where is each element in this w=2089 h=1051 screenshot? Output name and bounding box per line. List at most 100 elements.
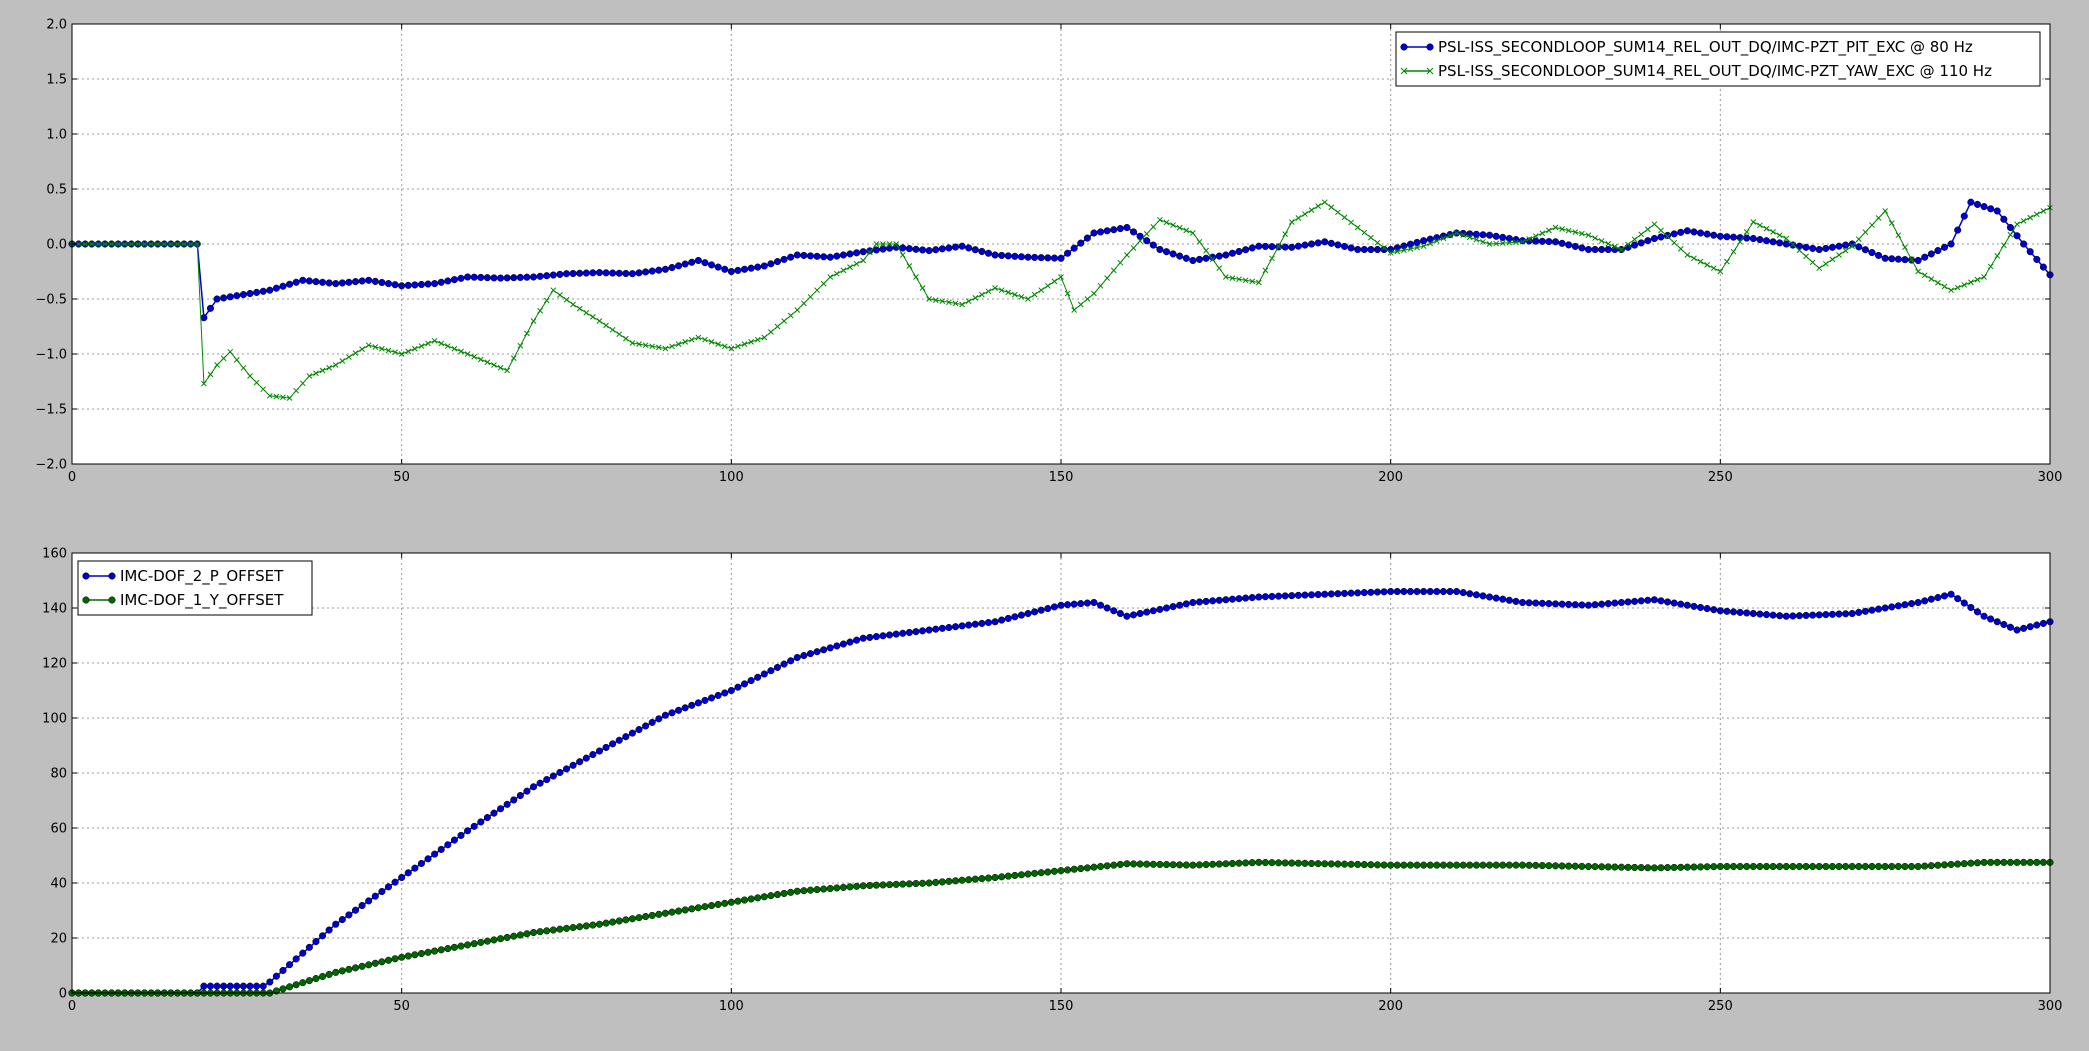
data-point [239,291,247,299]
data-point [1011,291,1018,298]
data-point [1868,862,1876,871]
data-point [800,887,808,895]
y-tick-label: 0 [59,987,67,1002]
data-point [1763,225,1770,232]
data-point [1822,862,1830,871]
data-point [1459,589,1467,597]
data-point [609,740,617,748]
data-point [1374,239,1381,246]
data-point [1703,605,1711,613]
data-point [1037,869,1045,877]
data-point [392,349,398,356]
data-point [305,977,313,985]
data-point [1538,237,1546,245]
data-point [655,715,663,723]
data-point [971,246,979,254]
data-point [622,269,630,278]
data-point [1387,245,1395,254]
data-point [1525,599,1533,607]
data-point [701,696,709,704]
data-point [338,279,346,287]
data-point [1011,613,1019,621]
data-point [1532,237,1540,245]
data-point [391,878,399,886]
data-point [761,334,768,341]
data-point [444,343,451,349]
data-point [932,297,939,303]
data-point [866,247,874,255]
data-point [1551,600,1560,608]
data-point [1275,592,1283,600]
data-point [1848,609,1856,618]
data-point [325,279,333,287]
data-point [273,393,280,400]
data-point [866,881,874,890]
data-point [1598,863,1606,871]
data-point [622,335,629,342]
data-point [226,982,234,990]
data-point [306,373,313,379]
data-point [233,292,241,300]
data-point [1571,862,1579,870]
data-point [1716,607,1724,615]
data-point [1571,601,1579,609]
data-point [240,365,247,371]
data-point [1565,862,1573,870]
data-point [694,256,702,265]
data-point [648,267,656,275]
data-point [1492,232,1500,240]
data-point [312,278,320,286]
data-point [1690,863,1698,871]
data-point [1664,598,1672,606]
data-point [938,245,946,253]
data-point [1875,215,1882,221]
data-point [1716,232,1724,240]
data-point [1934,247,1942,255]
data-point [1486,231,1494,239]
data-point [1182,861,1190,869]
data-point [998,251,1006,259]
data-point [741,341,748,347]
data-point [1769,611,1777,619]
data-point [1835,610,1843,618]
data-point [1360,245,1368,254]
data-point [2026,248,2034,256]
data-point [1083,234,1091,242]
data-point [859,634,867,642]
data-point [1980,612,1988,620]
legend-box [77,560,313,616]
data-point [1480,238,1486,245]
data-point [351,278,360,286]
data-point [1354,860,1362,868]
data-point [880,241,886,247]
data-point [398,282,406,290]
data-point [1631,597,1639,605]
data-point [523,787,531,795]
data-point [1275,243,1282,250]
data-point [1579,230,1585,237]
data-point [1044,282,1051,289]
data-point [1091,290,1097,297]
data-point [1710,231,1718,239]
data-point [1018,293,1025,300]
data-point [1935,279,1941,286]
data-point [615,269,623,277]
y-tick-label: 140 [42,602,67,617]
data-point [946,299,952,306]
data-point [1822,244,1830,252]
data-point [1571,242,1579,250]
data-point [260,386,267,393]
data-point [859,882,867,890]
data-point [998,873,1006,881]
data-point [1862,229,1869,235]
data-point [1691,255,1697,262]
data-point [318,972,327,981]
data-point [1387,249,1394,256]
data-point [1644,226,1651,233]
data-point [971,875,979,883]
data-point [82,241,89,247]
data-point [721,899,729,907]
data-point [1591,601,1599,609]
data-point [780,255,788,263]
data-point [470,940,478,948]
